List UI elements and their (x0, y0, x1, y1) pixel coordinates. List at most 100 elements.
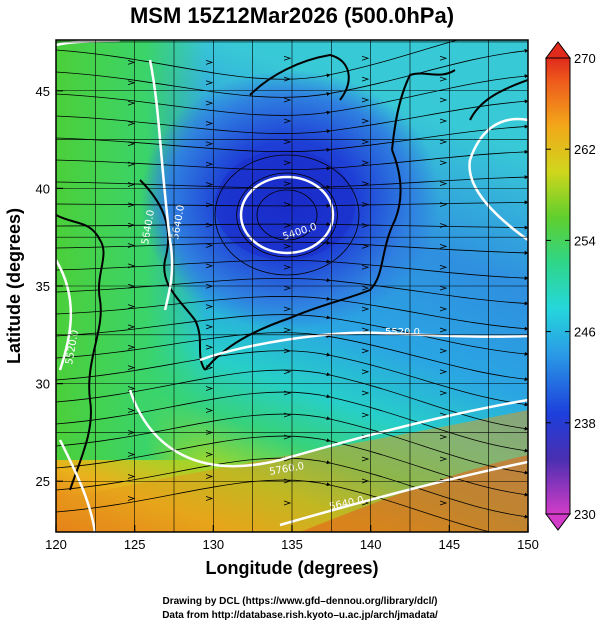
y-tick-label: 25 (36, 474, 50, 489)
streamline-arrowhead (439, 264, 448, 270)
y-tick-label: 45 (36, 84, 50, 99)
contour-5760 (279, 460, 528, 527)
streamline-arrowhead (127, 452, 136, 457)
y-tick-label: 40 (36, 181, 50, 196)
streamline-arrowhead (283, 285, 292, 291)
streamline-arrowhead (439, 348, 448, 354)
streamline-arrowhead (205, 344, 214, 350)
streamline (56, 175, 528, 190)
x-tick-label: 135 (281, 537, 303, 552)
streamline-arrowhead (361, 306, 370, 312)
streamline-arrowhead (205, 80, 214, 86)
streamline-arrowhead (361, 118, 370, 124)
streamline-arrowhead (283, 118, 292, 124)
plot-area: 5400.0 5520.0 5640.0 5760.0 5640.0 5520.… (56, 40, 528, 532)
streamline-arrowhead (205, 324, 214, 330)
streamline-arrowhead (361, 348, 370, 354)
x-tick-label: 150 (517, 537, 539, 552)
streamline-arrowhead (205, 304, 214, 309)
x-tick-label: 125 (124, 537, 146, 552)
colorbar-tick-label: 270 (574, 51, 596, 66)
streamline (56, 149, 528, 171)
streamline-arrowhead (439, 118, 448, 124)
streamline-arrowhead (127, 474, 136, 479)
streamline-arrowhead (361, 181, 370, 187)
streamline-arrowhead (205, 452, 214, 457)
streamline-arrowhead (127, 304, 136, 309)
colorbar-tick-label: 254 (574, 233, 596, 248)
graticule (56, 40, 528, 532)
streamline-arrowhead (361, 327, 370, 333)
streamline (56, 200, 528, 208)
streamline-arrowhead (283, 97, 292, 103)
streamline-arrowhead (439, 327, 448, 333)
contour-5520-north (199, 331, 528, 362)
streamline-arrowhead (205, 496, 214, 501)
cold-low-inner (215, 150, 355, 260)
contour-5640-ne (468, 117, 528, 242)
colorbar-bottom-arrow (545, 513, 571, 531)
streamline-arrowhead (283, 223, 292, 228)
streamline-arrowhead (127, 408, 136, 413)
streamline-arrowhead (283, 181, 292, 187)
streamline-arrowhead (205, 243, 214, 248)
x-tick-label: 120 (45, 537, 67, 552)
streamline-arrowhead (127, 386, 136, 391)
streamline-arrowhead (283, 160, 292, 166)
streamline (56, 479, 528, 532)
colorbar-tick-label: 262 (574, 142, 596, 157)
streamline-arrowhead (205, 141, 214, 147)
streamline-arrowhead (205, 121, 214, 126)
colorbar-tick-label: 230 (574, 507, 596, 522)
streamline-arrowhead (439, 160, 448, 166)
x-axis-label: Longitude (degrees) (205, 558, 378, 578)
contour-sw (58, 439, 97, 532)
streamline-arrowhead (439, 181, 448, 187)
streamline-arrowhead (127, 324, 136, 330)
streamline-arrowhead (205, 408, 214, 413)
streamline (56, 240, 528, 255)
streamline-ring (256, 189, 318, 241)
streamline-arrowhead (127, 80, 136, 86)
y-tick-label: 30 (36, 377, 50, 392)
streamline-ring (214, 154, 360, 276)
streamline-arrowhead (127, 496, 136, 501)
streamline-arrowhead (361, 285, 370, 291)
wind-streamlines (56, 40, 528, 532)
colorbar-tick-label: 246 (574, 325, 596, 340)
streamline-arrowhead (361, 264, 370, 270)
streamline-arrowhead (283, 390, 292, 396)
streamline-arrowhead (127, 222, 136, 228)
credit-data: Data from http://database.rish.kyoto–u.a… (162, 610, 438, 621)
colorbar-gradient (545, 57, 571, 515)
streamline-arrowhead (205, 100, 214, 106)
colorbar: 270 262 254 246 238 230 (545, 41, 596, 531)
streamline-arrowhead (439, 223, 448, 228)
streamline-arrowhead (283, 243, 292, 249)
x-axis: 120 125 130 135 140 145 150 (45, 525, 539, 552)
streamline-arrowhead (439, 139, 448, 145)
streamline-arrowhead (205, 474, 214, 479)
streamline-arrowhead (283, 500, 292, 506)
credit-dcl: Drawing by DCL (https://www.gfd–dennou.o… (162, 596, 437, 607)
streamline-arrowhead (439, 202, 448, 207)
streamline-arrowhead (439, 306, 448, 312)
streamline (56, 222, 528, 230)
streamline-arrowhead (127, 100, 136, 106)
streamline-arrowhead (205, 59, 214, 65)
map-title: MSM 15Z12Mar2026 (500.0hPa) (130, 3, 454, 28)
streamline-arrowhead (283, 412, 292, 418)
streamline-arrowhead (283, 202, 292, 207)
contour-5400 (239, 175, 335, 255)
streamline-arrowhead (283, 264, 292, 270)
streamline (56, 259, 528, 281)
y-axis-label: Latitude (degrees) (4, 208, 24, 364)
streamline-arrowhead (283, 55, 292, 61)
colorbar-ticks: 270 262 254 246 238 230 (546, 51, 596, 522)
colorbar-tick-label: 238 (574, 416, 596, 431)
streamline-arrowhead (205, 222, 214, 228)
streamline-arrowhead (205, 263, 214, 269)
streamline-arrowhead (127, 344, 136, 350)
streamline-arrowhead (283, 434, 292, 440)
